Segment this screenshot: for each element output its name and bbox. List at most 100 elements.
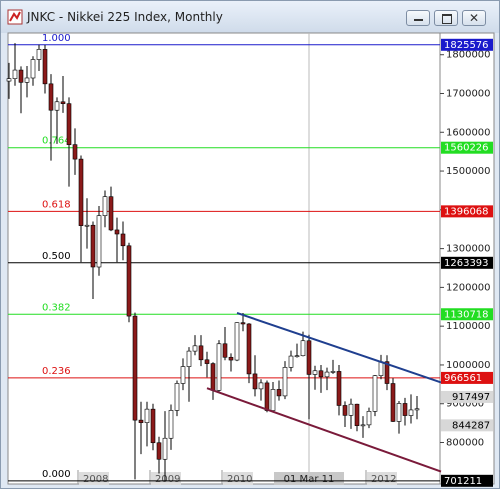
candle-body <box>258 382 264 390</box>
candle-body <box>276 389 282 397</box>
candle-body <box>210 363 216 391</box>
candle-body <box>288 355 294 368</box>
y-tick-label: 1300000 <box>446 244 491 255</box>
candle-body <box>402 403 408 416</box>
candle-body <box>42 49 48 85</box>
y-tick-label: 1800000 <box>446 50 491 61</box>
trend-line <box>206 387 442 473</box>
candle-body <box>90 224 96 268</box>
candle-body <box>408 409 414 416</box>
price-badge-label: 1130718 <box>444 309 489 320</box>
x-tick-label-box <box>151 472 181 485</box>
close-button[interactable]: ✕ <box>462 10 486 26</box>
fib-label: 0.500 <box>42 251 71 262</box>
candle-body <box>162 437 168 460</box>
candle-body <box>246 323 252 375</box>
candle-body <box>216 343 222 391</box>
x-tick-label: 2010 <box>227 474 252 485</box>
y-tick-label: 1000000 <box>446 360 491 371</box>
candle-body <box>396 403 402 422</box>
candle-body <box>12 69 18 79</box>
candle-body <box>228 356 234 361</box>
crosshair-label-box <box>274 472 344 485</box>
y-tick-label: 1700000 <box>446 88 491 99</box>
x-tick-label-box <box>367 472 397 485</box>
candle-body <box>360 424 366 427</box>
candle-body <box>144 408 150 423</box>
candle-body <box>102 196 108 216</box>
maximize-button[interactable] <box>434 10 458 26</box>
candle-body <box>282 367 288 397</box>
price-badge-label: 701211 <box>444 476 482 487</box>
fib-label: 1.000 <box>42 33 71 44</box>
price-badge-label: 1825576 <box>444 40 489 51</box>
candle-body <box>294 355 300 358</box>
x-tick-label-box <box>223 472 253 485</box>
candle-body <box>240 322 246 325</box>
price-badge <box>441 390 493 403</box>
trend-line <box>236 312 442 384</box>
chart: 800000 900000 1000000 1100000 1200000 1300000… <box>6 32 495 487</box>
x-tick-label: 2008 <box>83 474 108 485</box>
y-tick-label: 900000 <box>446 399 484 410</box>
candle-body <box>204 359 210 364</box>
candle-body <box>156 442 162 460</box>
price-badge-label: 1560226 <box>444 143 489 154</box>
candle-body <box>138 419 144 423</box>
candle-body <box>186 350 192 367</box>
candle-body <box>24 77 30 83</box>
candle-body <box>180 366 186 384</box>
candle-body <box>354 403 360 426</box>
candle-body <box>384 361 390 384</box>
candle-body <box>126 245 132 317</box>
candle-body <box>222 343 228 358</box>
candle-body <box>300 340 306 357</box>
x-tick-label: 2009 <box>155 474 180 485</box>
candle-body <box>336 371 342 406</box>
candle-body <box>192 345 198 352</box>
candle-body <box>174 383 180 411</box>
y-tick-label: 1200000 <box>446 282 491 293</box>
price-badge-label: 1263393 <box>444 258 489 269</box>
candle-body <box>234 322 240 361</box>
price-badge <box>441 38 493 51</box>
fib-label: 0.000 <box>42 469 71 480</box>
fib-label: 0.236 <box>42 366 71 377</box>
x-tick-label-box <box>79 472 109 485</box>
y-tick-label: 1600000 <box>446 127 491 138</box>
candle-body <box>318 370 324 378</box>
price-badge <box>441 419 493 432</box>
candle-body <box>252 373 258 390</box>
candle-body <box>168 410 174 439</box>
candle-body <box>108 196 114 231</box>
candle-body <box>348 403 354 416</box>
candle-body <box>312 370 318 375</box>
candle-body <box>30 59 36 79</box>
y-tick-label: 800000 <box>446 438 484 449</box>
price-badge <box>441 474 493 487</box>
y-tick-label: 1100000 <box>446 321 491 332</box>
candle-body <box>132 315 138 421</box>
candle-body <box>372 375 378 412</box>
y-tick-label: 1500000 <box>446 166 491 177</box>
price-badge-label: 1396068 <box>444 206 489 217</box>
fib-label: 0.764 <box>42 136 71 147</box>
x-tick-label: 2012 <box>371 474 396 485</box>
candle-body <box>60 101 66 104</box>
price-badge-label: 966561 <box>444 373 482 384</box>
candle-body <box>78 158 84 226</box>
window-title: JNKC - Nikkei 225 Index, Monthly <box>27 10 223 24</box>
candle-body <box>48 83 54 111</box>
price-badge-label: 917497 <box>452 392 490 403</box>
candle-body <box>114 229 120 235</box>
candle-body <box>84 224 90 227</box>
fib-label: 0.618 <box>42 199 71 210</box>
minimize-button[interactable] <box>406 10 430 26</box>
candle-body <box>330 371 336 373</box>
price-badge <box>441 141 493 154</box>
candle-body <box>264 382 270 411</box>
price-badge <box>441 256 493 269</box>
fib-label: 0.382 <box>42 302 71 313</box>
candle-body <box>66 103 72 145</box>
candle-body <box>72 144 78 160</box>
